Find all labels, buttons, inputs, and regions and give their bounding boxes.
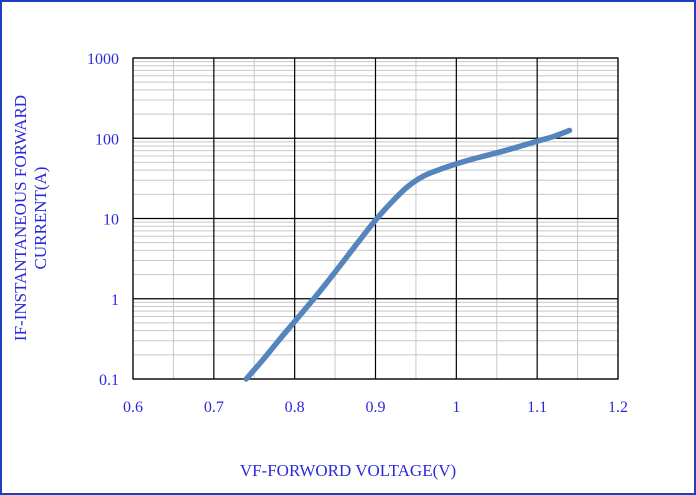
x-tick-labels: 0.6 0.7 0.8 0.9 1 1.1 1.2 [123, 399, 628, 416]
x-tick-label: 0.7 [204, 399, 224, 416]
y-axis-title-line-2: CURRENT(A) [31, 167, 50, 270]
x-axis-title: VF-FORWORD VOLTAGE(V) [240, 461, 456, 480]
y-tick-label: 1 [111, 292, 119, 309]
x-tick-label: 0.9 [366, 399, 386, 416]
y-tick-labels: 0.1 1 10 100 1000 [87, 51, 119, 389]
y-tick-label: 1000 [87, 51, 119, 68]
y-axis-title-line-1: IF-INSTANTANEOUS FORWARD [11, 95, 30, 341]
x-tick-label: 1 [452, 399, 460, 416]
x-tick-label: 1.1 [527, 399, 547, 416]
x-tick-label: 0.6 [123, 399, 143, 416]
series-line [243, 127, 573, 382]
y-tick-label: 0.1 [99, 372, 119, 389]
y-axis-title: IF-INSTANTANEOUS FORWARD CURRENT(A) [11, 95, 50, 341]
x-tick-label: 0.8 [285, 399, 305, 416]
y-tick-label: 10 [103, 212, 119, 229]
y-tick-label: 100 [95, 131, 119, 148]
plot-border [132, 57, 619, 380]
x-tick-label: 1.2 [608, 399, 628, 416]
series-layer [243, 127, 573, 382]
